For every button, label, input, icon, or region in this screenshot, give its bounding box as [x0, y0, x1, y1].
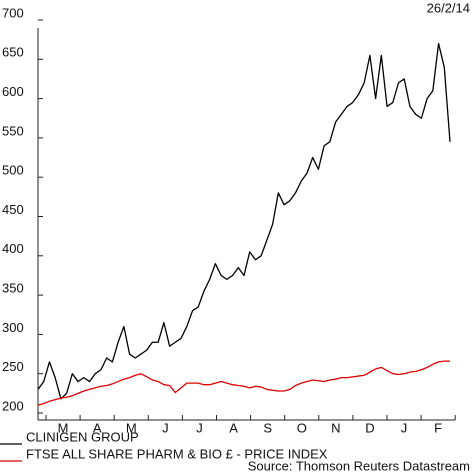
x-tick-label: O [297, 420, 307, 435]
y-tick-label: 450 [2, 202, 24, 217]
y-tick-label: 300 [2, 320, 24, 335]
x-tick-label: N [331, 420, 340, 435]
date-label: 26/2/14 [427, 0, 470, 15]
source-note: Source: Thomson Reuters Datastream [248, 458, 470, 473]
x-tick-label: M [58, 420, 69, 435]
series-line [37, 42, 451, 400]
x-tick-label: F [434, 420, 442, 435]
x-tick-label: J [196, 420, 203, 435]
y-tick-label: 400 [2, 241, 24, 256]
y-tick-label: 200 [2, 398, 24, 413]
x-tick-label: M [126, 420, 137, 435]
x-tick-label: D [365, 420, 374, 435]
legend-label: FTSE ALL SHARE PHARM & BIO £ - PRICE IND… [26, 446, 328, 461]
y-tick-label: 700 [2, 5, 24, 20]
series-line [37, 360, 450, 406]
legend-label: CLINIGEN GROUP [26, 429, 139, 444]
x-tick-label: S [263, 420, 272, 435]
y-tick-label: 600 [2, 84, 24, 99]
x-tick-label: A [93, 420, 102, 435]
y-tick-label: 250 [2, 359, 24, 374]
y-tick-label: 550 [2, 123, 24, 138]
x-tick-label: J [162, 420, 169, 435]
x-tick-label: A [229, 420, 238, 435]
y-tick-label: 650 [2, 45, 24, 60]
y-tick-label: 500 [2, 163, 24, 178]
x-tick-label: J [401, 420, 408, 435]
y-tick-label: 350 [2, 281, 24, 296]
